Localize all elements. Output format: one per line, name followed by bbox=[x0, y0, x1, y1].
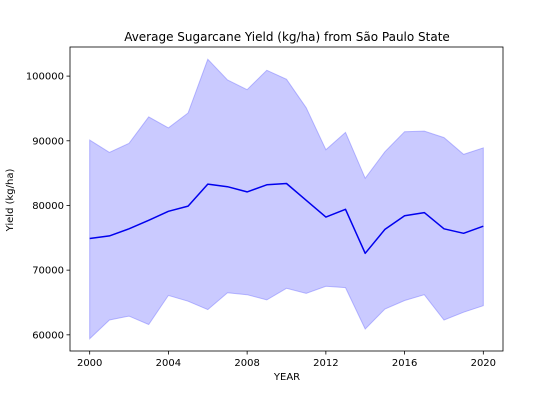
x-axis-label: YEAR bbox=[273, 372, 300, 383]
plot-frame bbox=[69, 46, 504, 352]
x-tick-label-2008: 2008 bbox=[234, 358, 259, 369]
y-tick-label-100000: 100000 bbox=[26, 72, 64, 83]
y-tick-label-80000: 80000 bbox=[32, 201, 64, 212]
x-tick-label-2004: 2004 bbox=[156, 358, 181, 369]
y-axis-label: Yield (kg/ha) bbox=[5, 169, 16, 233]
y-tick-label-70000: 70000 bbox=[32, 266, 64, 277]
y-tick-label-60000: 60000 bbox=[32, 330, 64, 341]
series-line-0 bbox=[89, 182, 484, 255]
x-tick-label-2012: 2012 bbox=[313, 358, 338, 369]
confidence-band bbox=[89, 58, 484, 340]
chart-title: Average Sugarcane Yield (kg/ha) from São… bbox=[124, 30, 450, 44]
x-tick-label-2020: 2020 bbox=[471, 358, 496, 369]
y-tick-label-90000: 90000 bbox=[32, 136, 64, 147]
x-tick-label-2016: 2016 bbox=[392, 358, 417, 369]
x-tick-label-2000: 2000 bbox=[77, 358, 102, 369]
